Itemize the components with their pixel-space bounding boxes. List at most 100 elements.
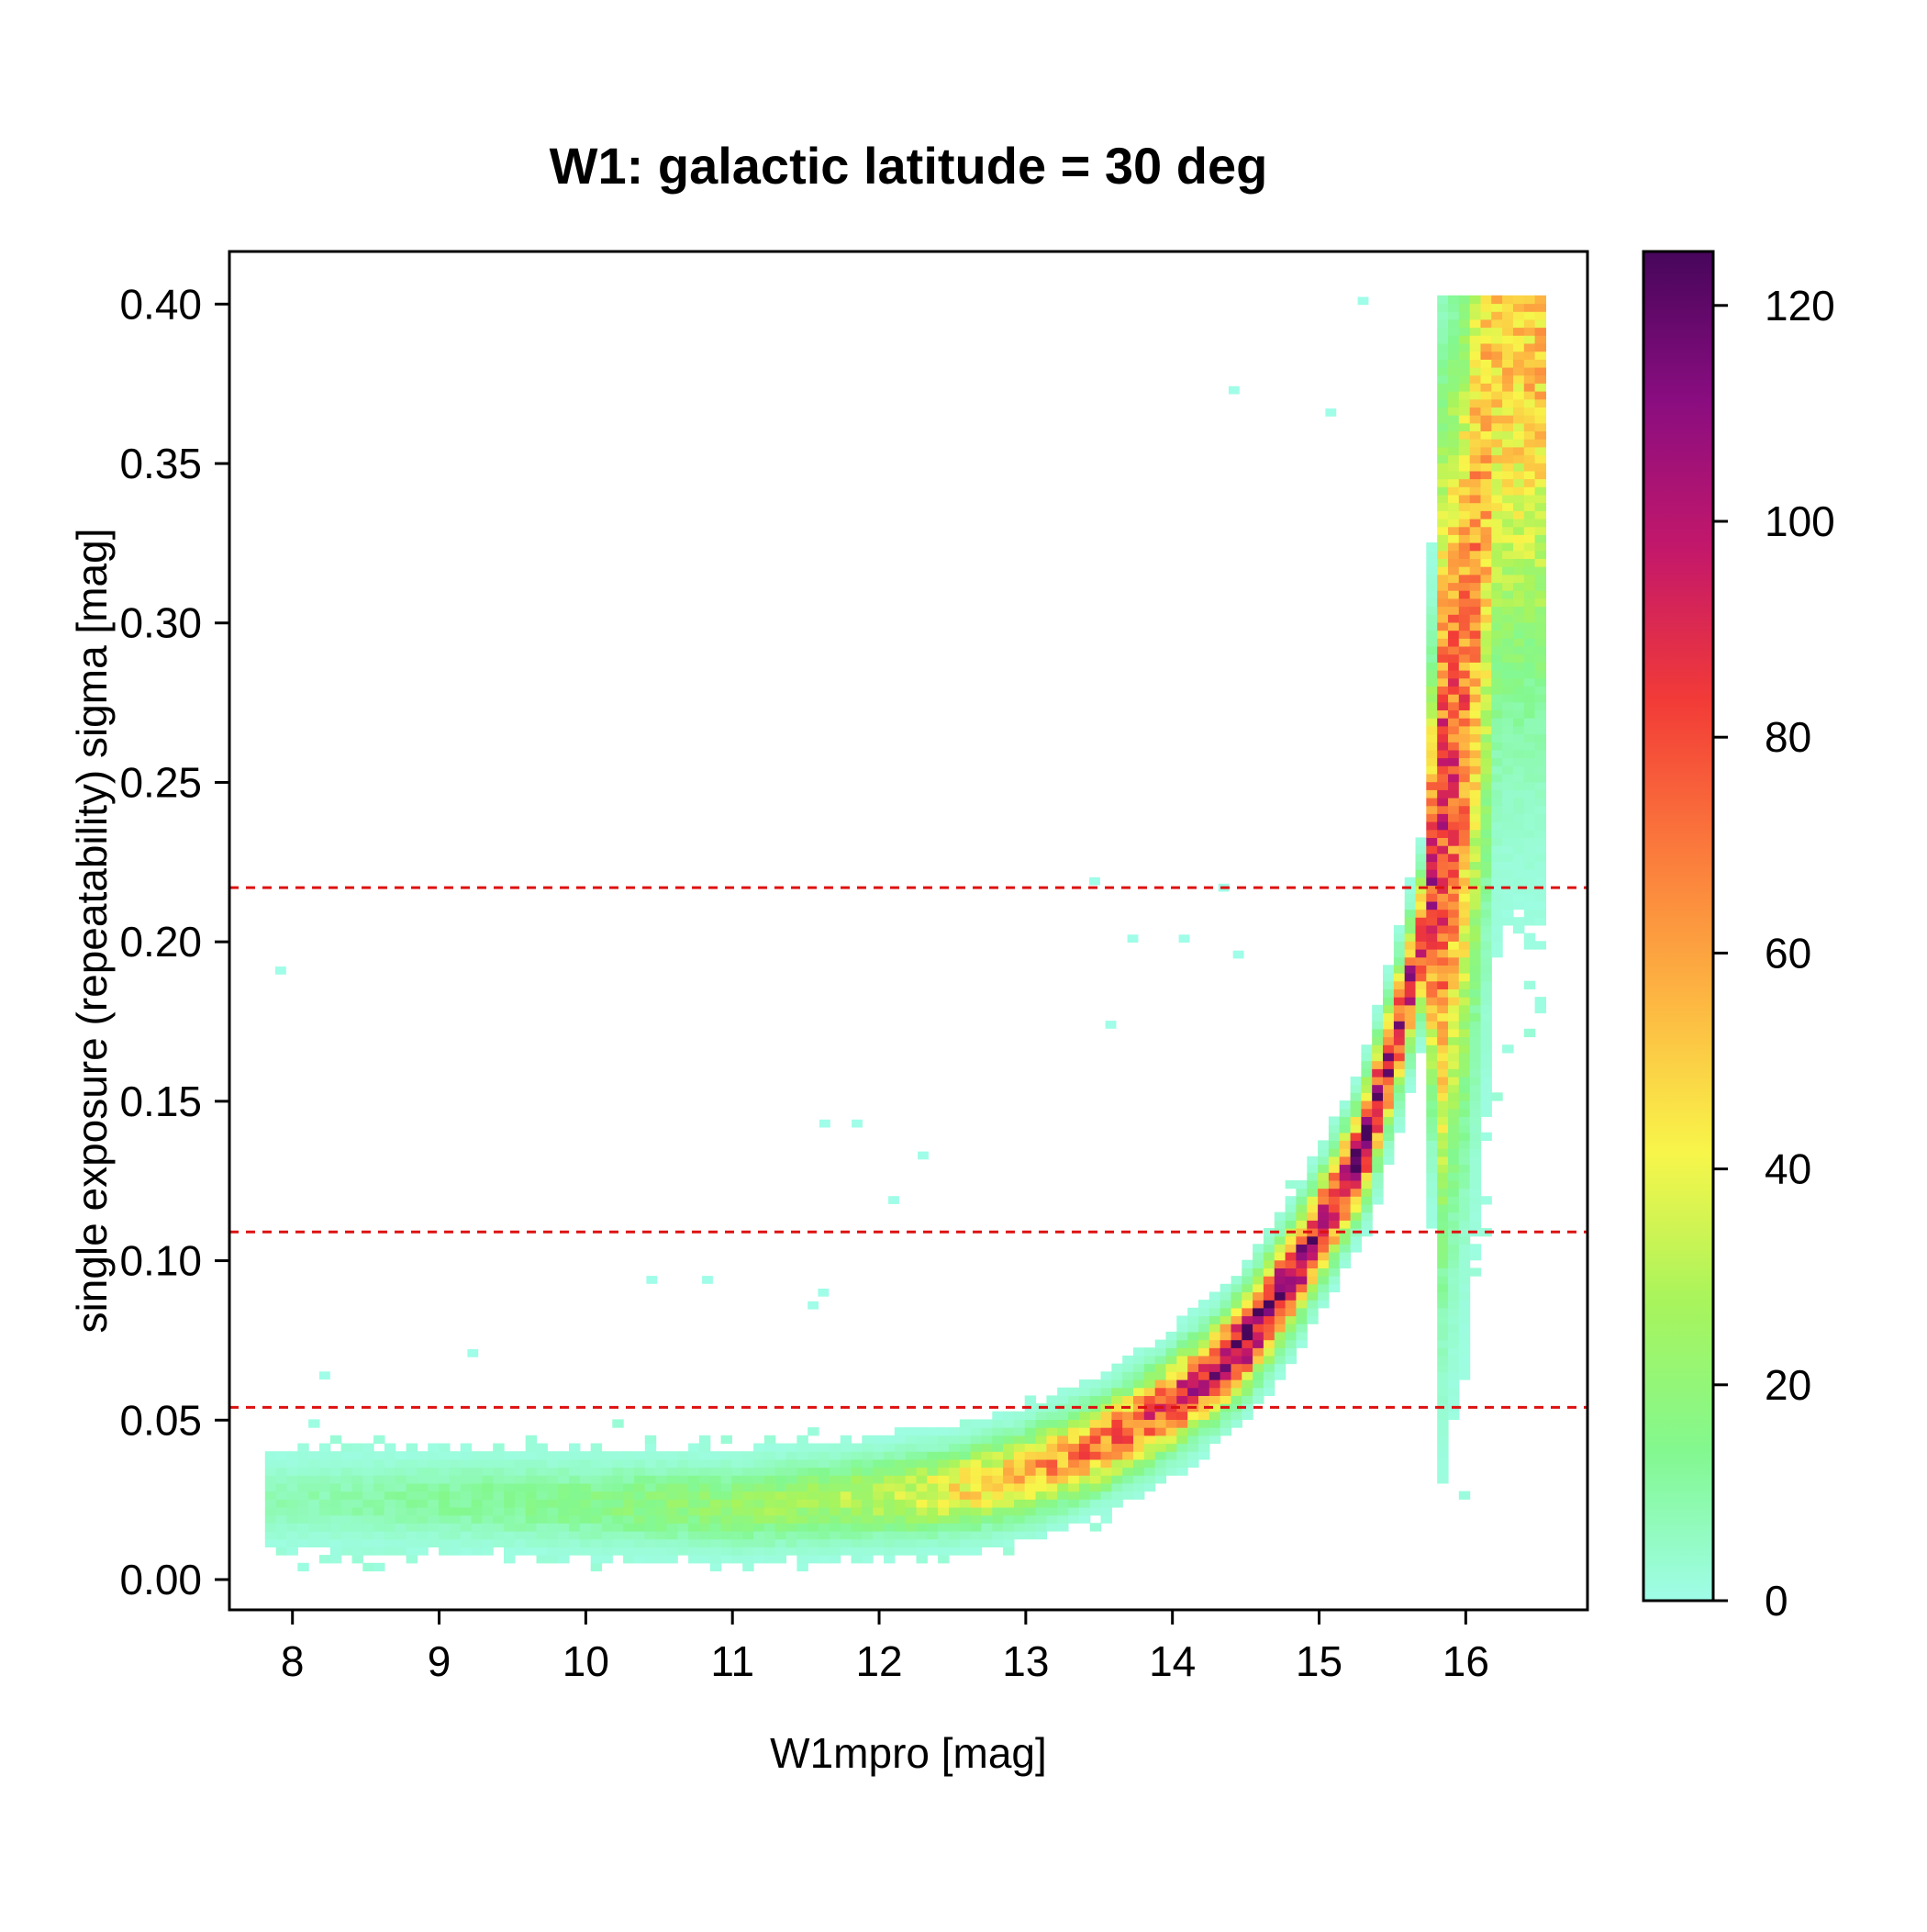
heatmap-bin: [275, 1538, 288, 1547]
heatmap-bin: [1437, 1060, 1449, 1069]
heatmap-bin: [308, 1475, 320, 1484]
heatmap-bin: [1469, 917, 1482, 926]
heatmap-bin: [1469, 439, 1482, 448]
y-tick-label: 0.30: [119, 599, 202, 647]
heatmap-bin: [688, 1475, 700, 1484]
heatmap-bin: [1437, 1339, 1449, 1348]
heatmap-bin: [1513, 742, 1525, 751]
heatmap-bin: [362, 1523, 374, 1532]
heatmap-bin: [525, 1451, 538, 1460]
heatmap-bin: [1469, 383, 1482, 392]
heatmap-bin: [1534, 391, 1546, 400]
heatmap-bin: [1404, 885, 1417, 894]
heatmap-outlier-bin: [1127, 934, 1139, 943]
heatmap-bin: [1491, 542, 1503, 552]
heatmap-bin: [1491, 900, 1503, 910]
heatmap-bin: [623, 1531, 635, 1540]
heatmap-bin: [1350, 1076, 1362, 1086]
heatmap-bin: [1100, 1451, 1112, 1460]
heatmap-bin: [1458, 805, 1471, 814]
heatmap-bin: [905, 1514, 917, 1524]
heatmap-bin: [1426, 853, 1438, 863]
heatmap-bin: [1122, 1371, 1134, 1380]
heatmap-bin: [569, 1531, 581, 1540]
heatmap-bin: [1253, 1323, 1264, 1333]
heatmap-bin: [384, 1514, 396, 1524]
heatmap-bin: [1393, 973, 1406, 982]
heatmap-bin: [1448, 1124, 1460, 1134]
heatmap-bin: [1491, 941, 1503, 950]
heatmap-bin: [362, 1482, 374, 1492]
heatmap-bin: [1513, 526, 1525, 535]
heatmap-bin: [1469, 582, 1482, 591]
heatmap-bin: [1458, 526, 1471, 535]
heatmap-bin: [1502, 486, 1514, 496]
heatmap-bin: [774, 1523, 787, 1532]
heatmap-bin: [1491, 454, 1503, 463]
heatmap-bin: [1024, 1443, 1037, 1452]
heatmap-bin: [1523, 597, 1536, 608]
heatmap-bin: [1534, 773, 1546, 783]
heatmap-bin: [1318, 1196, 1330, 1205]
heatmap-bin: [1448, 1116, 1460, 1125]
heatmap-bin: [1448, 566, 1460, 575]
heatmap-bin: [1404, 877, 1417, 887]
heatmap-bin: [1231, 1307, 1242, 1317]
heatmap-bin: [1176, 1419, 1188, 1428]
heatmap-bin: [1285, 1203, 1297, 1213]
heatmap-bin: [1350, 1092, 1362, 1101]
heatmap-bin: [1513, 606, 1525, 615]
heatmap-bin: [677, 1523, 689, 1532]
heatmap-bin: [1133, 1467, 1145, 1476]
heatmap-bin: [1523, 398, 1536, 408]
heatmap-bin: [1393, 997, 1406, 1006]
heatmap-bin: [1480, 821, 1492, 831]
heatmap-bin: [1013, 1531, 1026, 1540]
heatmap-bin: [1393, 1028, 1406, 1038]
heatmap-bin: [1013, 1443, 1026, 1452]
heatmap-bin: [1437, 917, 1449, 926]
heatmap-bin: [264, 1475, 277, 1484]
heatmap-bin: [1372, 1172, 1384, 1181]
heatmap-bin: [1437, 686, 1449, 695]
heatmap-bin: [1491, 686, 1503, 695]
heatmap-bin: [1502, 502, 1514, 511]
heatmap-bin: [1480, 566, 1492, 575]
heatmap-bin: [1523, 574, 1536, 584]
heatmap-bin: [753, 1507, 765, 1516]
heatmap-bin: [1480, 670, 1492, 679]
heatmap-bin: [819, 1443, 830, 1452]
heatmap-bin: [1534, 606, 1546, 615]
heatmap-bin: [1372, 1156, 1384, 1166]
heatmap-bin: [894, 1507, 907, 1516]
heatmap-bin: [536, 1458, 548, 1469]
heatmap-bin: [1383, 1044, 1395, 1054]
heatmap-bin: [1285, 1339, 1297, 1348]
heatmap-bin: [1458, 558, 1471, 567]
heatmap-bin: [1513, 694, 1525, 703]
heatmap-bin: [373, 1547, 385, 1556]
heatmap-bin: [1253, 1371, 1264, 1380]
heatmap-bin: [547, 1475, 559, 1484]
heatmap-bin: [1242, 1339, 1253, 1348]
heatmap-bin: [1024, 1395, 1037, 1404]
heatmap-bin: [514, 1475, 527, 1484]
heatmap-bin: [525, 1482, 538, 1492]
heatmap-bin: [1426, 1148, 1438, 1157]
heatmap-bin: [1534, 900, 1546, 910]
heatmap-bin: [428, 1514, 440, 1524]
heatmap-bin: [1513, 885, 1525, 894]
heatmap-bin: [1122, 1411, 1134, 1420]
heatmap-bin: [1307, 1196, 1319, 1205]
heatmap-bin: [1057, 1491, 1069, 1500]
heatmap-bin: [264, 1531, 277, 1540]
heatmap-bin: [1057, 1482, 1069, 1492]
heatmap-bin: [1437, 1203, 1449, 1213]
heatmap-bin: [1469, 1220, 1482, 1229]
heatmap-bin: [698, 1435, 711, 1445]
heatmap-bin: [1448, 446, 1460, 456]
heatmap-bin: [351, 1475, 363, 1484]
heatmap-bin: [949, 1531, 961, 1540]
heatmap-bin: [1437, 965, 1449, 974]
heatmap-bin: [1448, 662, 1460, 671]
